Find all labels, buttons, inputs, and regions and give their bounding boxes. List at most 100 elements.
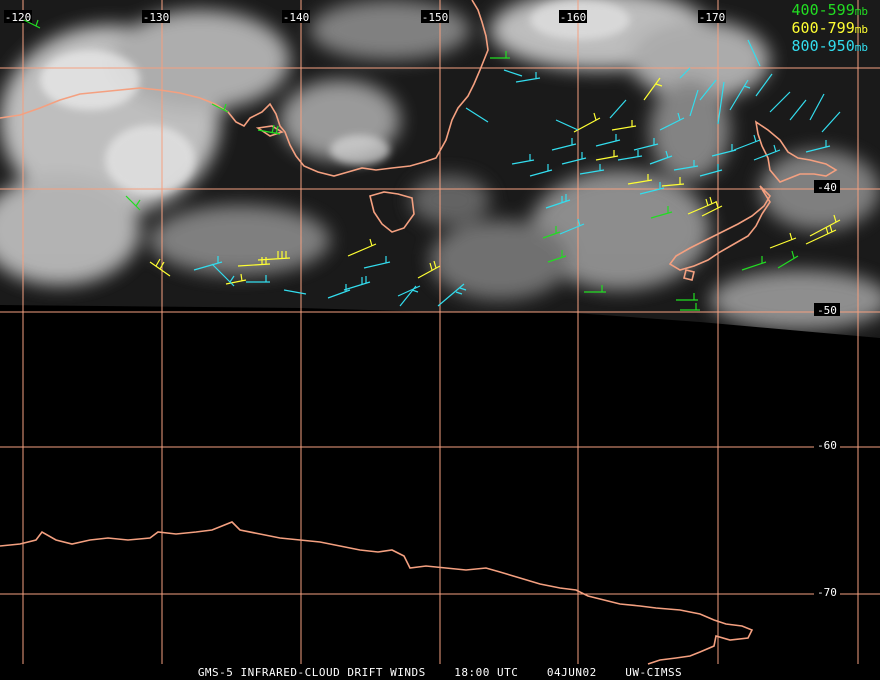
lat-label: -70	[817, 586, 837, 599]
wind-barb-icon	[676, 293, 698, 301]
wind-barb-icon	[561, 152, 587, 165]
kangaroo-island	[255, 125, 284, 137]
caption-date: 04JUN02	[546, 666, 597, 679]
wind-barb-icon	[627, 174, 653, 185]
wind-barb-icon	[503, 69, 523, 77]
wind-barb-icon	[643, 77, 663, 101]
wind-barb-icon	[639, 182, 665, 195]
antarctica-coast	[0, 521, 754, 665]
image-caption: GMS-5 INFRARED-CLOUD DRIFT WINDS 18:00 U…	[0, 666, 880, 679]
caption-time: 18:00 UTC	[454, 666, 519, 679]
wind-barb-icon	[547, 250, 567, 263]
legend-item-400-599: 400-599mb	[792, 2, 868, 20]
wind-barb-icon	[701, 200, 723, 217]
wind-barb-icon	[659, 112, 685, 131]
wind-barb-icon	[809, 93, 825, 121]
wind-barb-icon	[717, 81, 725, 125]
wind-barb-icon	[687, 196, 717, 215]
wind-barb-icon	[347, 238, 377, 257]
wind-barb-icon	[515, 72, 541, 83]
wind-barb-group-400-599	[23, 19, 799, 311]
caption-source: UW-CIMSS	[625, 666, 683, 679]
wind-barb-icon	[211, 103, 229, 113]
wind-barb-icon	[363, 256, 391, 269]
wind-barb-icon	[679, 67, 691, 79]
wind-barb-icon	[609, 99, 627, 119]
wind-barb-icon	[555, 119, 579, 131]
wind-barb-icon	[611, 120, 637, 131]
wind-barb-icon	[211, 263, 235, 287]
wind-barb-icon	[617, 150, 643, 161]
new-zealand-north	[754, 120, 838, 183]
lat-label: -50	[817, 304, 837, 317]
wind-barb-icon	[437, 283, 467, 307]
wind-barb-icon	[417, 260, 441, 279]
caption-product: GMS-5 INFRARED-CLOUD DRIFT WINDS	[197, 666, 426, 679]
lon-label: -140	[283, 11, 310, 24]
wind-barb-icon	[689, 89, 699, 117]
wind-barb-icon	[680, 303, 700, 311]
wind-barb-icon	[821, 111, 841, 133]
lon-label: -170	[699, 11, 726, 24]
australia-coast	[0, 0, 489, 177]
wind-barb-icon	[490, 51, 510, 59]
wind-barb-icon	[125, 195, 141, 211]
new-zealand-south	[668, 185, 772, 271]
wind-barb-icon	[23, 19, 41, 29]
wind-barb-icon	[529, 164, 553, 177]
wind-barb-icon	[789, 99, 807, 121]
lon-label: -160	[560, 11, 587, 24]
wind-barbs	[23, 19, 841, 311]
wind-barb-icon	[729, 79, 751, 111]
wind-barb-icon	[673, 160, 699, 171]
wind-barb-icon	[733, 134, 761, 151]
wind-barb-icon	[769, 232, 797, 249]
legend-item-800-950: 800-950mb	[792, 38, 868, 56]
legend-range: 600-799	[791, 19, 855, 37]
wind-barb-icon	[595, 150, 619, 161]
wind-barb-icon	[511, 154, 535, 165]
wind-barb-icon	[633, 138, 659, 151]
wind-barb-icon	[257, 124, 281, 135]
wind-barb-icon	[545, 194, 571, 209]
legend-item-600-799: 600-799mb	[792, 20, 868, 38]
legend-unit: mb	[854, 5, 868, 18]
wind-barb-icon	[741, 256, 767, 271]
legend-range: 400-599	[791, 1, 855, 19]
coastlines	[0, 0, 838, 665]
wind-barb-icon	[747, 39, 761, 67]
longitude-labels: -120 -130 -140 -150 -160 -170	[4, 10, 726, 24]
wind-barb-icon	[711, 144, 737, 157]
wind-barb-icon	[805, 224, 837, 245]
wind-barb-icon	[397, 285, 421, 297]
legend-unit: mb	[854, 23, 868, 36]
wind-barb-icon	[649, 150, 673, 165]
wind-barb-icon	[809, 214, 841, 237]
wind-barb-icon	[805, 140, 831, 153]
wind-barb-icon	[246, 275, 270, 283]
wind-barb-icon	[579, 164, 605, 175]
wind-barb-icon	[193, 256, 223, 271]
wind-barb-icon	[584, 285, 606, 293]
lat-label: -60	[817, 439, 837, 452]
pressure-legend: 400-599mb 600-799mb 800-950mb	[792, 2, 868, 56]
wind-barb-icon	[755, 73, 773, 97]
wind-barb-group-800-950	[193, 39, 841, 307]
wind-barb-icon	[257, 251, 291, 261]
wind-barb-icon	[559, 218, 585, 235]
latitude-labels: -40 -50 -60 -70	[814, 180, 840, 599]
wind-barb-group-600-799	[149, 77, 841, 285]
wind-barb-icon	[551, 138, 577, 151]
wind-barb-icon	[573, 112, 601, 133]
lat-label: -40	[817, 181, 837, 194]
wind-barb-icon	[699, 164, 723, 177]
wind-barb-icon	[650, 206, 673, 219]
wind-barb-icon	[237, 257, 271, 267]
wind-barb-icon	[595, 134, 621, 147]
wind-barb-icon	[343, 276, 371, 291]
wind-barb-icon	[542, 226, 561, 239]
stewart-island	[683, 269, 695, 281]
wind-barb-icon	[465, 107, 489, 123]
lon-label: -130	[143, 11, 170, 24]
